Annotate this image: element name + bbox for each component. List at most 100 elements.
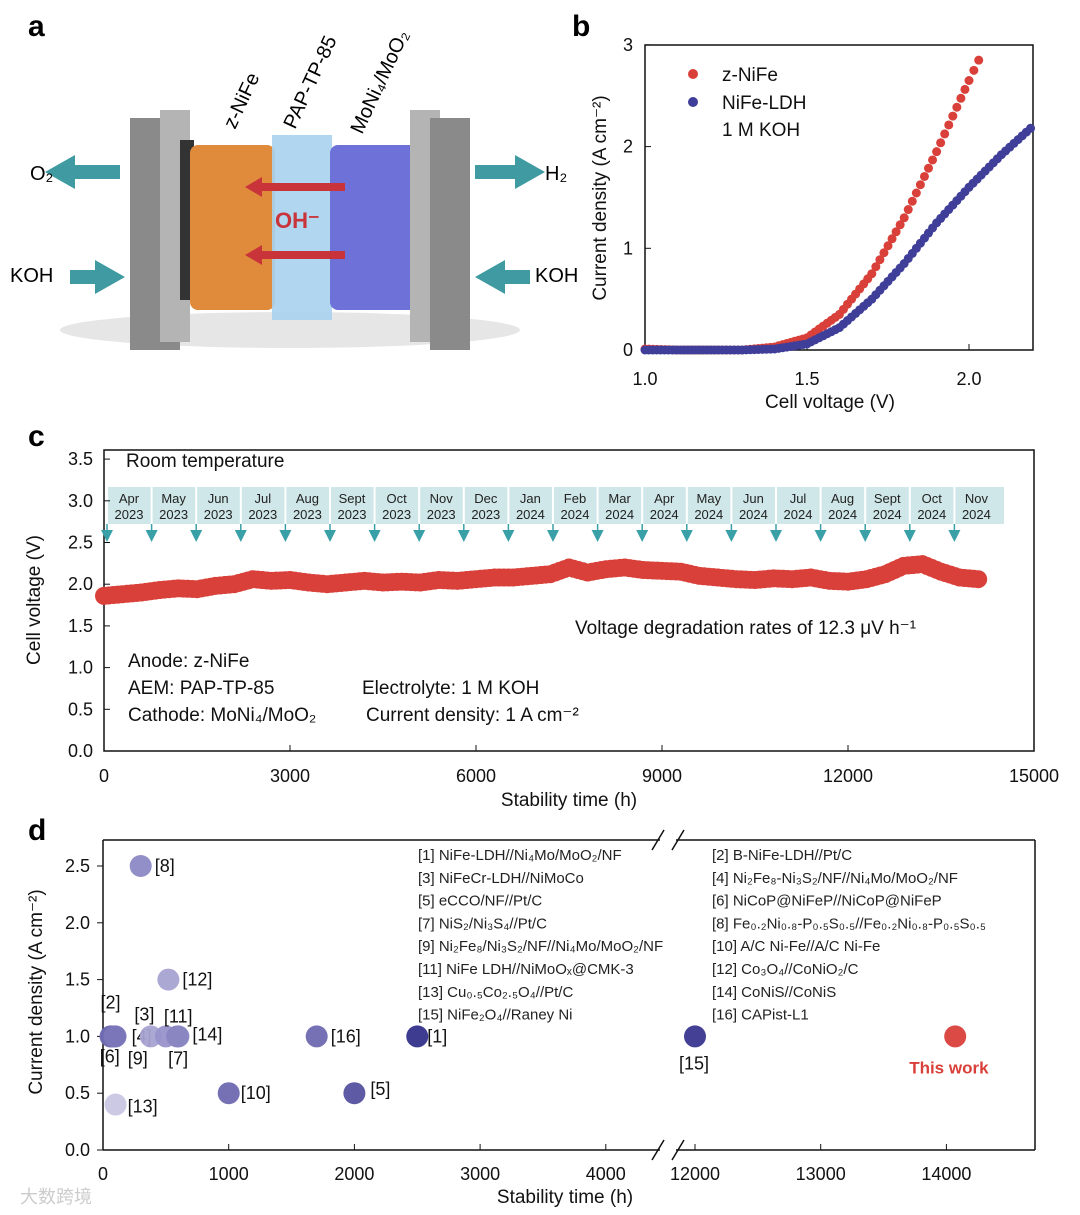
legend-entry: [5] eCCO/NF//Pt/C xyxy=(418,893,542,910)
y-tick-label: 1 xyxy=(623,238,633,258)
y-tick-label: 2 xyxy=(623,137,633,157)
axis-break-mark xyxy=(651,829,665,851)
x-tick-label: 14000 xyxy=(921,1164,971,1184)
x-tick-label: 1000 xyxy=(209,1164,249,1184)
data-label: [13] xyxy=(128,1097,158,1117)
month-label: May xyxy=(161,491,186,506)
o2-label: O₂ xyxy=(30,163,53,185)
month-year: 2024 xyxy=(828,507,857,522)
timeline-band xyxy=(106,487,1004,524)
y-tick-label: 0.5 xyxy=(68,699,93,719)
legend-entry: [11] NiFe LDH//NiMoOₓ@CMK-3 xyxy=(418,961,634,978)
y-tick-label: 3 xyxy=(623,35,633,55)
month-label: Aug xyxy=(831,491,854,506)
o2-arrow xyxy=(45,155,120,189)
month-label: Dec xyxy=(474,491,498,506)
legend-entry: [15] NiFe₂O₄//Raney Ni xyxy=(418,1007,573,1024)
data-label: [2] xyxy=(101,992,121,1012)
panel-b-chart: Cell voltage (V) Current density (A cm⁻²… xyxy=(590,35,1036,413)
data-point-z-nife xyxy=(974,55,984,65)
x-tick-label: 3000 xyxy=(460,1164,500,1184)
data-point-z-nife xyxy=(969,65,979,75)
panel-d-chart: Stability time (h) Current density (A cm… xyxy=(26,829,1036,1208)
legend-entry: [9] Ni₂Fe₈/Ni₃S₂/NF//Ni₄Mo/MoO₂/NF xyxy=(418,938,663,955)
data-point xyxy=(406,1025,429,1048)
y-tick-label: 2.0 xyxy=(65,913,90,933)
condition-electrolyte: Electrolyte: 1 M KOH xyxy=(362,678,539,699)
y-tick-label: 1.0 xyxy=(68,658,93,678)
membrane xyxy=(272,135,332,320)
axis-break-mark xyxy=(671,1139,685,1161)
y-tick-label: 0 xyxy=(623,340,633,360)
h2-label: H₂ xyxy=(545,163,567,185)
data-point xyxy=(305,1025,328,1048)
data-point-z-nife xyxy=(911,188,921,198)
legend-entry: [14] CoNiS//CoNiS xyxy=(712,984,836,1001)
watermark: 大数跨境 xyxy=(20,1187,92,1207)
panel-label-c: c xyxy=(28,420,45,453)
month-label: Jun xyxy=(743,491,764,506)
data-label: [8] xyxy=(155,856,175,876)
degradation-annotation: Voltage degradation rates of 12.3 μV h⁻¹ xyxy=(575,618,916,639)
data-point xyxy=(129,855,152,877)
legend-entry: [3] NiFeCr-LDH//NiMoCo xyxy=(418,870,584,887)
data-point-z-nife xyxy=(867,269,877,279)
legend-label: NiFe-LDH xyxy=(722,93,806,114)
legend-entry: [1] NiFe-LDH//Ni₄Mo/MoO₂/NF xyxy=(418,847,622,864)
panel-label-b: b xyxy=(572,10,590,43)
x-tick-label: 1.5 xyxy=(794,369,819,389)
data-label: [5] xyxy=(370,1079,390,1099)
x-tick-label: 12000 xyxy=(823,766,873,786)
legend-entry: [2] B-NiFe-LDH//Pt/C xyxy=(712,847,852,864)
month-label: Nov xyxy=(430,491,454,506)
month-label: Apr xyxy=(654,491,675,506)
condition-anode: Anode: z-NiFe xyxy=(128,651,249,672)
right-end-plate xyxy=(430,118,470,350)
month-year: 2024 xyxy=(561,507,590,522)
data-point-z-nife xyxy=(919,171,929,181)
y-tick-label: 2.5 xyxy=(68,533,93,553)
data-point xyxy=(103,1025,126,1048)
data-point xyxy=(104,1093,127,1116)
month-year: 2023 xyxy=(115,507,144,522)
y-tick-label: 1.5 xyxy=(68,616,93,636)
x-tick-label: 2.0 xyxy=(956,369,981,389)
month-label: Jul xyxy=(254,491,271,506)
month-label: Sept xyxy=(874,491,901,506)
y-axis-label: Current density (A cm⁻²) xyxy=(590,95,611,300)
legend-label: z-NiFe xyxy=(722,65,778,86)
data-point xyxy=(944,1025,967,1048)
month-label: Nov xyxy=(965,491,989,506)
legend-marker-z-nife xyxy=(688,69,698,79)
month-year: 2023 xyxy=(248,507,277,522)
anode-block xyxy=(190,145,275,310)
temperature-note: Room temperature xyxy=(126,451,284,472)
legend-note: 1 M KOH xyxy=(722,120,800,141)
month-label: Feb xyxy=(564,491,586,506)
month-year: 2023 xyxy=(204,507,233,522)
y-tick-label: 0.5 xyxy=(65,1083,90,1103)
ion-label: OH⁻ xyxy=(275,208,320,233)
data-point xyxy=(217,1082,240,1105)
legend-entry: [16] CAPist-L1 xyxy=(712,1007,809,1024)
data-point-z-nife xyxy=(936,138,946,148)
koh-inlet-left-arrow xyxy=(70,260,125,294)
data-label: [3] xyxy=(134,1004,154,1024)
x-tick-label: 0 xyxy=(99,766,109,786)
month-year: 2023 xyxy=(471,507,500,522)
month-year: 2024 xyxy=(739,507,768,522)
data-point-z-nife xyxy=(875,255,885,265)
y-tick-label: 3.5 xyxy=(68,449,93,469)
month-label: Mar xyxy=(608,491,631,506)
cathode-label: MoNi₄/MoO₂ xyxy=(347,27,414,137)
data-point-z-nife xyxy=(915,180,925,190)
koh-left-label: KOH xyxy=(10,265,53,287)
data-point-z-nife xyxy=(964,75,974,85)
data-point-z-nife xyxy=(895,220,905,230)
condition-current-density: Current density: 1 A cm⁻² xyxy=(366,705,579,726)
axis-break-mark xyxy=(651,1139,665,1161)
panel-label-a: a xyxy=(28,10,45,43)
y-axis-label: Cell voltage (V) xyxy=(24,535,45,665)
reference-legend: [1] NiFe-LDH//Ni₄Mo/MoO₂/NF [2] B-NiFe-LD… xyxy=(418,847,986,1024)
